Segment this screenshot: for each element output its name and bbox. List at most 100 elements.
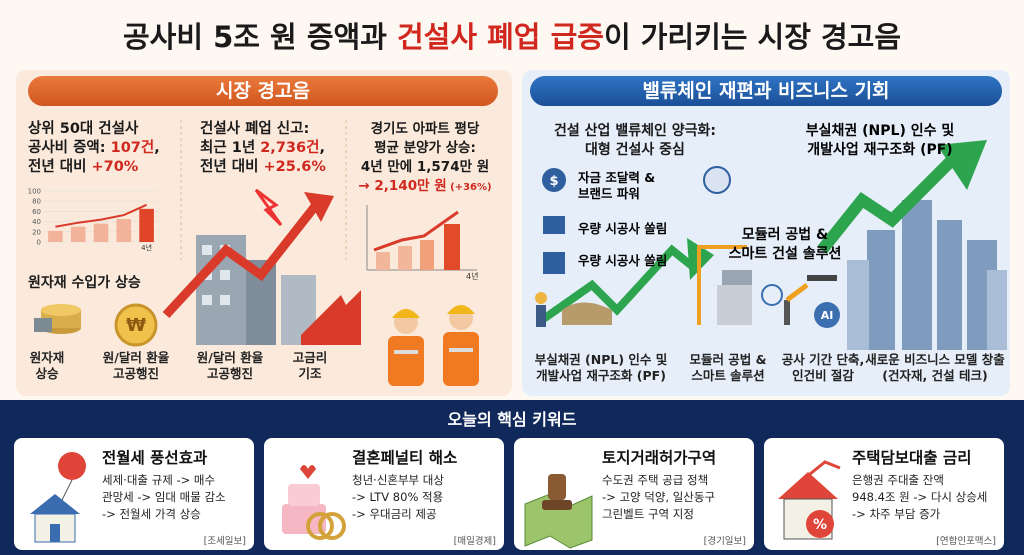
card-title: 결혼페널티 해소 xyxy=(352,449,458,467)
keyword-card: % 주택담보대출 금리 은행권 주대출 잔액 948.4조 원 -> 다시 상승세 ->… xyxy=(764,438,1004,550)
closure-text: 건설사 폐업 신고: 최근 1년 2,736건, 전년 대비 +25.6% xyxy=(200,120,326,177)
card-text: 은행권 주대출 잔액 948.4조 원 -> 다시 상승세 -> 차주 부담 증가 xyxy=(852,472,987,523)
card-title: 전월세 풍선효과 xyxy=(102,449,208,467)
text: 공사 기간 단축, xyxy=(781,352,865,367)
card-icon xyxy=(282,465,346,540)
text: 우량 시공사 쏠림 xyxy=(578,253,668,268)
text: 부실채권 (NPL) 인수 및 xyxy=(534,352,668,367)
text: 고공행진 xyxy=(206,366,253,381)
text-line: 건설사 폐업 신고: xyxy=(200,120,326,139)
card-line: 청년·신혼부부 대상 xyxy=(352,473,444,487)
text: 기조 xyxy=(298,366,322,381)
text: 스마트 건설 솔루션 xyxy=(728,246,842,262)
y-tick-label: 40 xyxy=(32,218,41,226)
bar xyxy=(139,208,154,242)
card-line: -> LTV 80% 적용 xyxy=(352,490,444,504)
card-icon xyxy=(524,474,593,549)
bar xyxy=(70,226,86,242)
title-part: 공사비 5조 원 증액과 xyxy=(122,20,397,54)
svg-text:AI: AI xyxy=(821,309,834,322)
item-label: 자금 조달력 & 브랜드 파워 xyxy=(578,170,655,202)
highlight: → 2,140만 원 xyxy=(358,178,447,194)
card-line: 수도권 주택 공급 정책 xyxy=(602,473,709,487)
bottom-label: 공사 기간 단축, 인건비 절감 xyxy=(778,352,868,384)
icon-label: 원/달러 환율 고공행진 xyxy=(180,350,280,382)
card-source: [조세일보] xyxy=(203,536,246,547)
value-chain-heading: 건설 산업 밸류체인 양극화: 대형 건설사 중심 xyxy=(530,122,740,160)
text: 인건비 절감 xyxy=(792,368,854,383)
text-line: 최근 1년 2,736건, xyxy=(200,139,326,158)
card-line: -> 차주 부담 증가 xyxy=(852,507,941,521)
text-line: 경기도 아파트 평당 xyxy=(345,120,505,139)
text: 원/달러 환율 xyxy=(102,350,170,365)
text: 평균 분양가 상승: xyxy=(374,140,476,156)
highlight: 2,736건 xyxy=(260,140,320,156)
text-line: 평균 분양가 상승: xyxy=(345,139,505,158)
bar xyxy=(116,219,132,242)
card-text: 수도권 주택 공급 정책 -> 고양 덕양, 일산동구 그린벨트 구역 지정 xyxy=(602,472,715,523)
text: 최근 1년 xyxy=(200,140,261,156)
text: 개발사업 재구조화 (PF) xyxy=(807,142,953,158)
text: , xyxy=(154,140,160,156)
highlight: (+36%) xyxy=(446,182,492,193)
bottom-label: 부실채권 (NPL) 인수 및 개발사업 재구조화 (PF) xyxy=(526,352,676,384)
text: 건설 산업 밸류체인 양극화: xyxy=(554,123,716,139)
card-line: 그린벨트 구역 지정 xyxy=(602,507,694,521)
text-line: → 2,140만 원 (+36%) xyxy=(345,177,505,197)
text: 상승 xyxy=(35,366,59,381)
price-chart: 4년 xyxy=(366,205,478,280)
text: 새로운 비즈니스 모델 창출 xyxy=(865,352,1005,367)
text: 4년 만에 1,574만 원 xyxy=(360,159,490,175)
text-line: 전년 대비 +25.6% xyxy=(200,158,326,177)
axis-label: 4년 xyxy=(466,271,478,280)
text-line: 전년 대비 +70% xyxy=(28,158,160,177)
text: 전년 대비 xyxy=(200,159,264,175)
card-title: 토지거래허가구역 xyxy=(602,449,717,467)
svg-text:$: $ xyxy=(549,174,558,189)
warning-illustration: ₩ xyxy=(34,120,479,386)
card-line: 948.4조 원 -> 다시 상승세 xyxy=(852,490,988,504)
text: 부실채권 (NPL) 인수 및 xyxy=(805,123,955,139)
icon-label: 고금리 기조 xyxy=(280,350,340,382)
y-tick-label: 20 xyxy=(32,228,41,236)
text: 개발사업 재구조화 (PF) xyxy=(536,368,666,383)
card-text: 세제·대출 규제 -> 매수 관망세 -> 임대 매물 감소 -> 전월세 가격 상… xyxy=(102,472,226,523)
card-source: [경기일보] xyxy=(703,536,746,547)
axis-label: 4년 xyxy=(141,243,152,252)
card-line: -> 우대금리 제공 xyxy=(352,507,437,521)
bottom-label: 새로운 비즈니스 모델 창출 (건자재, 건설 테크) xyxy=(860,352,1010,384)
text: 고금리 xyxy=(292,350,328,365)
y-tick-label: 0 xyxy=(37,239,41,247)
text-line: 4년 만에 1,574만 원 xyxy=(345,158,505,177)
text: 상위 50대 건설사 xyxy=(28,121,139,137)
y-tick-label: 100 xyxy=(28,188,41,196)
highlight: 107건 xyxy=(110,140,155,156)
text: 대형 건설사 중심 xyxy=(585,142,685,158)
cost-text: 상위 50대 건설사 공사비 증액: 107건, 전년 대비 +70% xyxy=(28,120,160,177)
text: 전년 대비 xyxy=(28,159,92,175)
title-part: 이 가리키는 시장 경고음 xyxy=(603,20,902,54)
trend-line xyxy=(55,203,148,228)
card-source: [연합인포맥스] xyxy=(936,536,996,547)
icon-label: 원/달러 환율 고공행진 xyxy=(86,350,186,382)
card-line: -> 전월세 가격 상승 xyxy=(102,507,201,521)
y-tick-label: 60 xyxy=(32,208,41,216)
section-heading: 원자재 수입가 상승 xyxy=(28,275,141,291)
highlight: +25.6% xyxy=(263,159,326,175)
card-line: 은행권 주대출 잔액 xyxy=(852,473,944,487)
y-tick-label: 80 xyxy=(32,198,41,206)
price-text: 경기도 아파트 평당 평균 분양가 상승: 4년 만에 1,574만 원 → 2… xyxy=(345,120,505,197)
modular-label: 모듈러 공법 & 스마트 건설 솔루션 xyxy=(700,226,870,264)
panel-header: 시장 경고음 xyxy=(28,76,498,106)
card-icon xyxy=(30,452,86,543)
text: 모듈러 공법 & xyxy=(689,352,767,367)
title-part: 건설사 폐업 급증 xyxy=(396,20,604,54)
bottom-label: 모듈러 공법 & 스마트 솔루션 xyxy=(678,352,778,384)
text: 모듈러 공법 & xyxy=(741,227,829,243)
text: 자금 조달력 & xyxy=(578,170,656,185)
mini-bar-chart: 0 20 40 60 80 100 4년 xyxy=(28,188,158,252)
